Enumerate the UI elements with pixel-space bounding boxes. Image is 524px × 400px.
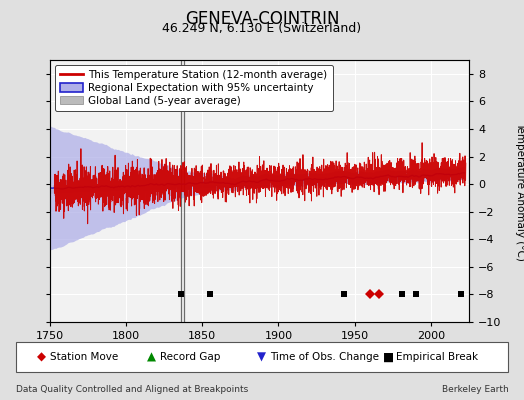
Text: Data Quality Controlled and Aligned at Breakpoints: Data Quality Controlled and Aligned at B… (16, 386, 248, 394)
Text: Berkeley Earth: Berkeley Earth (442, 386, 508, 394)
Text: ■: ■ (383, 350, 394, 364)
Legend: This Temperature Station (12-month average), Regional Expectation with 95% uncer: This Temperature Station (12-month avera… (55, 65, 333, 111)
Y-axis label: Temperature Anomaly (°C): Temperature Anomaly (°C) (515, 122, 524, 260)
Text: ▼: ▼ (257, 350, 266, 364)
Text: Time of Obs. Change: Time of Obs. Change (270, 352, 379, 362)
Text: GENEVA-COINTRIN: GENEVA-COINTRIN (185, 10, 339, 28)
Text: ▲: ▲ (147, 350, 156, 364)
Text: 46.249 N, 6.130 E (Switzerland): 46.249 N, 6.130 E (Switzerland) (162, 22, 362, 35)
Text: ◆: ◆ (37, 350, 46, 364)
Text: Empirical Break: Empirical Break (396, 352, 478, 362)
Text: Station Move: Station Move (50, 352, 118, 362)
Text: Record Gap: Record Gap (160, 352, 220, 362)
